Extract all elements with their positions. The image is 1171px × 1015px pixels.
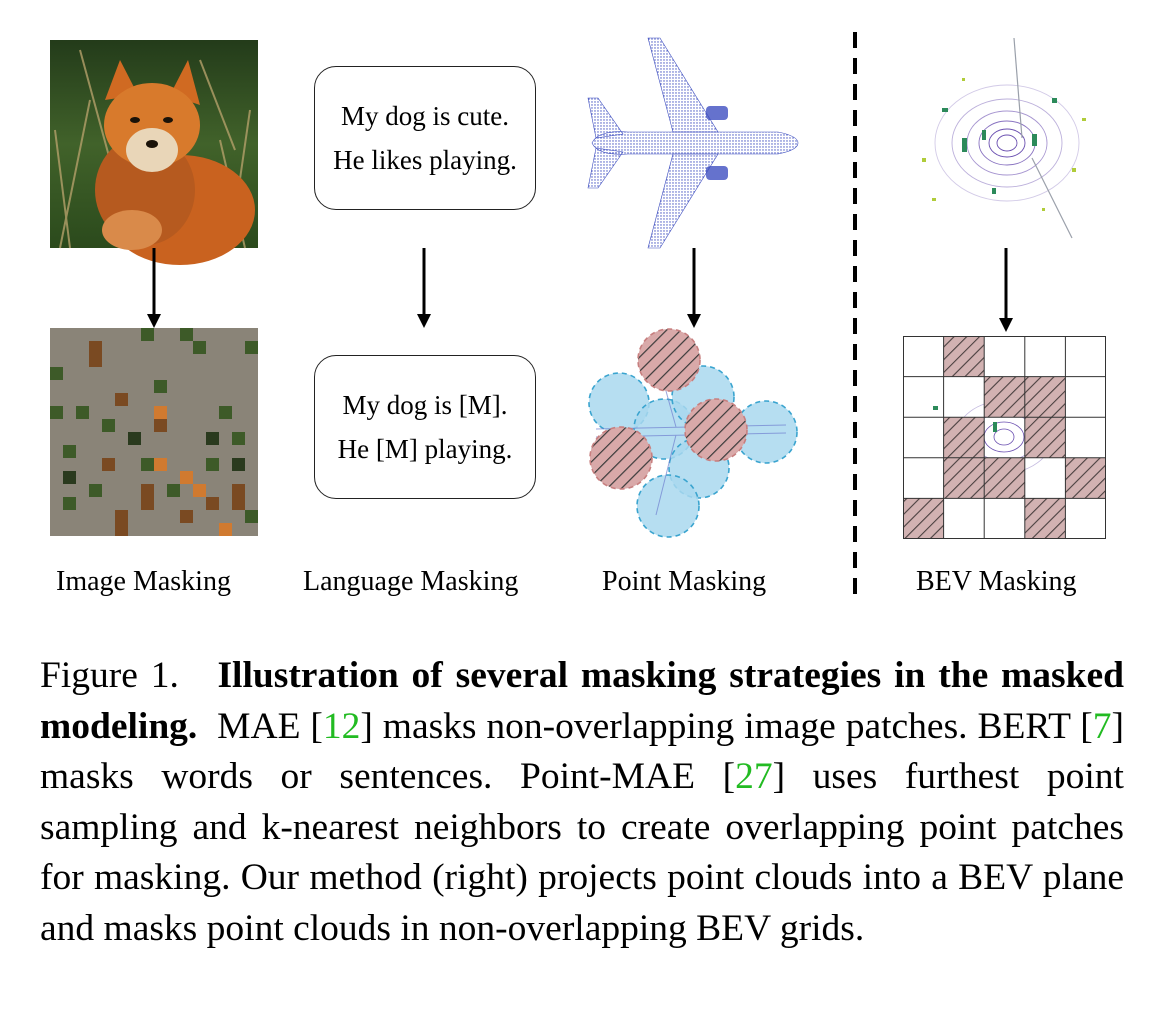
airplane-point-cloud (587, 37, 799, 249)
masked-sentence-line-1: My dog is [M]. (342, 390, 508, 420)
figure-label: Figure 1. (40, 655, 179, 696)
caption-text: ] masks words or sentences. Point-MAE [ (40, 705, 1125, 798)
caption-text: ] masks non-overlapping image patches. B… (360, 705, 1093, 747)
original-sentence-line-1: My dog is cute. (341, 101, 509, 131)
caption-text: MAE [ (217, 705, 323, 747)
caption-text: ] uses furthest point sampling and k-nea… (40, 756, 1124, 949)
image-masking-label: Image Masking (56, 566, 231, 597)
caption-title: Illustration of several masking strategi… (40, 655, 1124, 747)
dashed-divider (853, 32, 857, 598)
masked-sentence-line-2: He [M] playing. (337, 434, 513, 464)
bev-masking-label: BEV Masking (916, 566, 1077, 597)
fox-photo (50, 40, 258, 265)
arrow-down-icon (147, 248, 161, 328)
arrow-down-icon (417, 248, 431, 328)
original-sentence-box: My dog is cute. He likes playing. (314, 66, 536, 210)
lidar-scan (922, 37, 1086, 239)
original-sentence-line-2: He likes playing. (333, 145, 517, 175)
masked-sentence-box: My dog is [M]. He [M] playing. (314, 355, 536, 499)
arrow-down-icon (999, 248, 1013, 332)
citation-link[interactable]: 27 (735, 756, 773, 797)
citation-link[interactable]: 12 (322, 705, 361, 747)
point-patches (588, 328, 798, 538)
arrow-down-icon (687, 248, 701, 328)
citation-link[interactable]: 7 (1092, 705, 1112, 747)
language-masking-label: Language Masking (303, 566, 519, 597)
masked-image (50, 328, 258, 536)
figure-caption: Figure 1. Illustration of several maskin… (40, 651, 1124, 954)
point-masking-label: Point Masking (602, 566, 767, 597)
bev-grid (903, 336, 1106, 539)
